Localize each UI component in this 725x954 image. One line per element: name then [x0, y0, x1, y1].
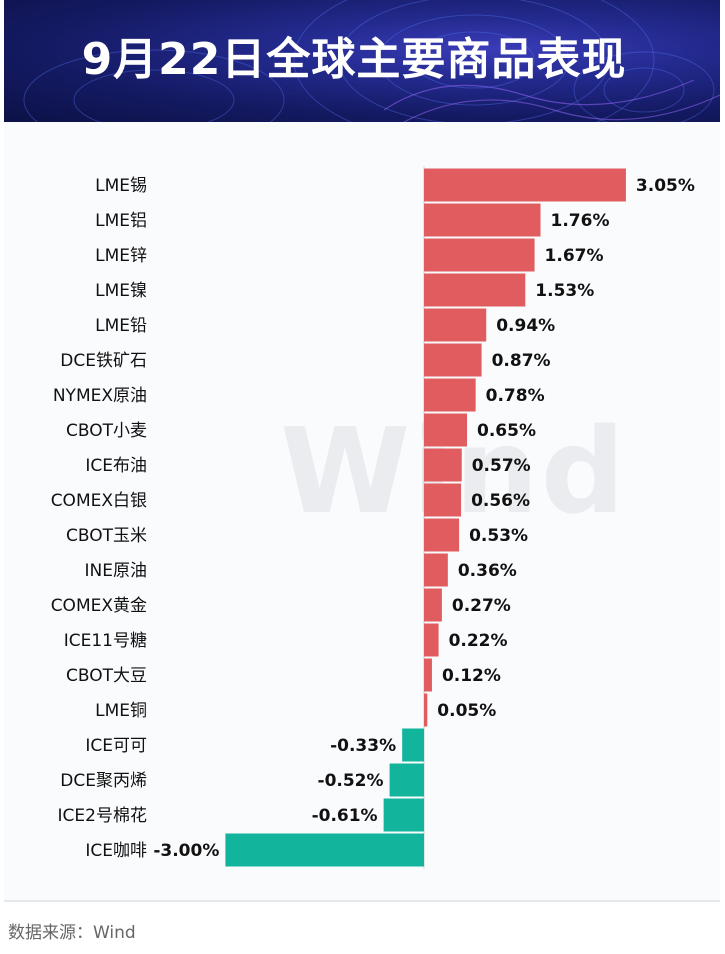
banner-contour-decoration	[23, 0, 720, 122]
category-label: ICE咖啡	[85, 841, 147, 861]
value-label: 3.05%	[636, 176, 695, 196]
bar	[424, 168, 626, 202]
bar	[424, 413, 468, 447]
bar	[424, 553, 448, 587]
bar	[424, 658, 432, 692]
value-label: 0.56%	[471, 491, 530, 511]
bar	[402, 728, 424, 762]
category-label: INE原油	[85, 561, 147, 581]
category-label: COMEX白银	[51, 491, 147, 511]
bar	[424, 378, 476, 412]
value-label: 0.78%	[486, 386, 545, 406]
category-label: LME铅	[95, 316, 147, 336]
bar	[424, 483, 462, 517]
value-label: 0.53%	[469, 526, 528, 546]
value-label: 1.53%	[535, 281, 594, 301]
value-label: 0.05%	[437, 701, 496, 721]
category-label: DCE铁矿石	[60, 351, 147, 371]
data-source-note: 数据来源：Wind	[8, 923, 136, 943]
value-label: 0.87%	[492, 351, 551, 371]
bar	[424, 623, 439, 657]
value-label: 0.57%	[472, 456, 531, 476]
bar	[424, 343, 482, 377]
category-label: CBOT小麦	[66, 421, 147, 441]
bar	[424, 203, 541, 237]
chart-panel: Wind LME锡3.05%LME铝1.76%LME锌1.67%LME镍1.53…	[4, 122, 720, 902]
bar	[389, 763, 424, 797]
category-label: LME镍	[95, 281, 147, 301]
bar	[424, 273, 526, 307]
bar	[424, 588, 442, 622]
category-label: ICE11号糖	[64, 631, 147, 651]
category-label: ICE布油	[85, 456, 147, 476]
value-label: -3.00%	[153, 841, 219, 861]
bar	[424, 308, 487, 342]
bar	[424, 238, 535, 272]
value-label: 0.22%	[449, 631, 508, 651]
bar	[383, 798, 424, 832]
value-label: 0.27%	[452, 596, 511, 616]
title-banner: 9月22日全球主要商品表现	[4, 0, 720, 122]
category-label: LME锌	[95, 246, 147, 266]
category-label: ICE2号棉花	[58, 806, 147, 826]
value-label: 0.65%	[477, 421, 536, 441]
value-label: -0.52%	[318, 771, 384, 791]
value-label: 0.94%	[496, 316, 555, 336]
bar	[424, 518, 460, 552]
category-label: LME锡	[95, 176, 147, 196]
value-label: -0.61%	[312, 806, 378, 826]
category-label: ICE可可	[85, 736, 147, 756]
category-label: NYMEX原油	[53, 386, 147, 406]
bar	[424, 448, 462, 482]
page-title: 9月22日全球主要商品表现	[81, 34, 627, 85]
category-label: CBOT玉米	[66, 526, 147, 546]
value-label: -0.33%	[330, 736, 396, 756]
value-label: 0.36%	[458, 561, 517, 581]
value-label: 0.12%	[442, 666, 501, 686]
bar-chart: LME锡 3.05% LME铝 1.76% LME锌 1.67% LME镍 1.53% LME铅…	[51, 166, 695, 869]
category-label: LME铝	[95, 211, 147, 231]
category-label: DCE聚丙烯	[60, 771, 147, 791]
bar	[424, 693, 428, 727]
category-label: COMEX黄金	[51, 596, 147, 616]
category-label: LME铜	[95, 701, 147, 721]
value-label: 1.67%	[545, 246, 604, 266]
bar	[225, 833, 424, 867]
value-label: 1.76%	[551, 211, 610, 231]
category-label: CBOT大豆	[66, 666, 147, 686]
